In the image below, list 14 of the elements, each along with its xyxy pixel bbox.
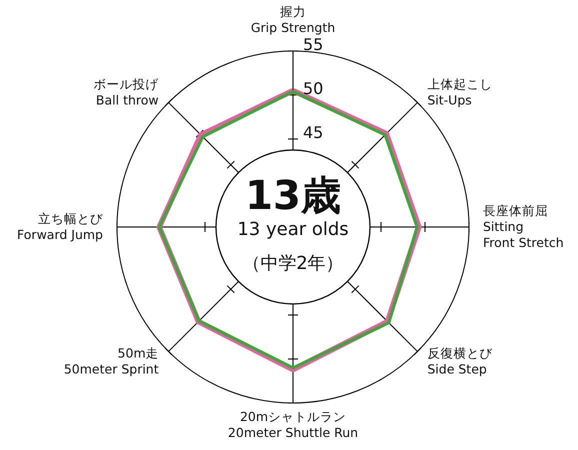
spoke-label: 20mシャトルラン 20meter Shuttle Run <box>228 409 358 440</box>
y-tick-label: 55 <box>303 35 324 54</box>
text: （中学2年） <box>242 253 344 274</box>
y-tick-label: 45 <box>303 123 324 142</box>
spoke-label: 50m走 50meter Sprint <box>64 345 159 376</box>
text: 13歳 <box>245 173 341 219</box>
spoke-label: 上体起こし Sit-Ups <box>427 76 492 108</box>
spoke-label: ボール投げ Ball throw <box>94 76 160 108</box>
spoke-label: 握力 Grip Strength <box>250 4 336 35</box>
y-tick-label: 50 <box>303 79 324 98</box>
spoke-label: 反復横とび Side Step <box>427 345 494 376</box>
spoke-label: 長座体前屈 Sitting Front Stretch <box>483 203 564 250</box>
text: 13 year olds <box>237 219 349 240</box>
spoke-label: 立ち幅とび Forward Jump <box>17 211 104 242</box>
